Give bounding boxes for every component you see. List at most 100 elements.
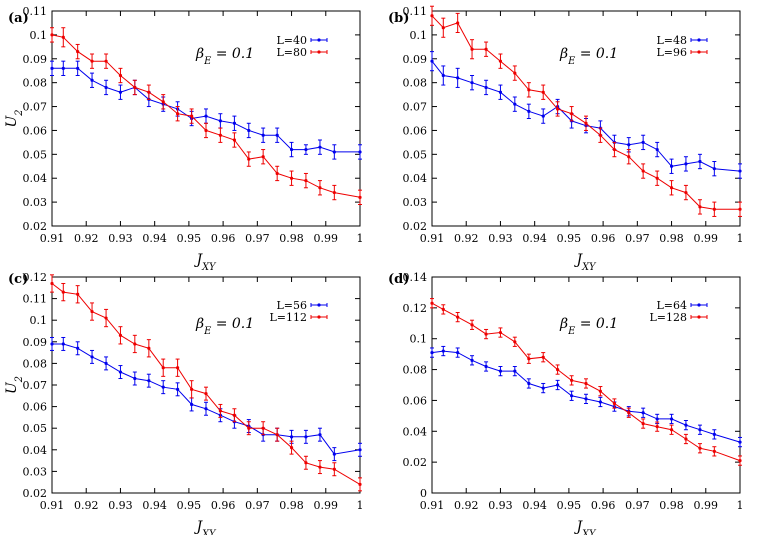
legend-label: L=56	[276, 299, 307, 312]
plot-frame	[51, 10, 361, 227]
data-point	[332, 150, 336, 154]
series-line	[431, 60, 741, 172]
data-point	[669, 428, 674, 432]
data-point	[104, 59, 108, 63]
series-line	[431, 350, 741, 443]
data-point	[175, 366, 180, 370]
data-point	[584, 381, 588, 386]
data-point	[232, 121, 237, 125]
data-point	[738, 459, 742, 463]
data-point	[684, 423, 688, 427]
data-point	[318, 186, 322, 190]
panel-label: (a)	[8, 11, 29, 26]
data-point	[318, 465, 322, 469]
x-tick-label: 0.98	[659, 499, 684, 512]
x-tick-label: 0.94	[142, 499, 167, 512]
y-tick-label: 0.03	[403, 196, 428, 209]
data-point	[738, 440, 742, 444]
data-point	[147, 346, 151, 350]
y-tick-label: 0.05	[23, 148, 48, 161]
data-point	[76, 66, 80, 70]
x-tick-label: 0.96	[591, 499, 616, 512]
data-point	[318, 145, 322, 149]
x-tick-label: 0.97	[625, 499, 650, 512]
y-tick-label: 0.07	[403, 101, 428, 114]
data-point	[232, 138, 237, 142]
beta-annotation: βE = 0.1	[559, 316, 618, 337]
data-point	[570, 378, 574, 382]
data-point	[332, 190, 336, 195]
x-tick-label: 0.95	[557, 499, 582, 512]
legend-label: L=40	[276, 34, 307, 47]
data-point	[133, 342, 137, 346]
x-tick-label: 0.97	[245, 499, 270, 512]
data-point	[484, 364, 488, 369]
beta-annotation: βE = 0.1	[195, 316, 254, 337]
data-point	[738, 207, 742, 211]
data-point	[641, 411, 645, 415]
x-axis-label: JXY	[193, 252, 217, 273]
y-tick-label: 0.03	[23, 196, 48, 209]
x-axis-label: JXY	[573, 519, 597, 535]
data-point	[430, 59, 434, 63]
data-point	[669, 417, 674, 421]
data-point	[275, 433, 279, 437]
series-l-40	[50, 60, 362, 160]
data-point	[498, 90, 503, 94]
y-tick-label: 0.08	[23, 77, 48, 90]
series-l-112	[50, 274, 362, 492]
data-point	[358, 482, 362, 486]
y-tick-label: 0.06	[403, 124, 428, 137]
data-point	[190, 387, 194, 391]
legend-marker	[317, 50, 321, 54]
data-point	[513, 71, 517, 75]
data-point	[50, 33, 54, 37]
data-point	[332, 452, 336, 456]
beta-annotation: βE = 0.1	[195, 46, 254, 67]
x-tick-label: 0.97	[245, 232, 270, 245]
data-point	[90, 309, 94, 314]
data-point	[190, 114, 194, 118]
data-point	[304, 179, 308, 183]
data-point	[484, 332, 488, 336]
data-point	[456, 76, 460, 80]
x-tick-label: 0.98	[659, 232, 684, 245]
data-point	[218, 133, 222, 137]
data-point	[218, 119, 222, 123]
data-point	[555, 107, 560, 111]
data-point	[441, 349, 445, 353]
data-point	[570, 112, 574, 116]
data-point	[90, 59, 94, 63]
y-tick-label: 0.1	[30, 314, 48, 327]
data-point	[247, 426, 251, 430]
data-point	[655, 417, 659, 421]
x-tick-label: 0.94	[522, 232, 547, 245]
legend-label: L=80	[276, 46, 307, 59]
data-point	[527, 381, 531, 386]
y-tick-label: 0.11	[403, 5, 428, 18]
data-point	[655, 147, 659, 152]
data-point	[641, 169, 645, 173]
data-point	[470, 81, 474, 85]
y-tick-label: 0.12	[403, 302, 428, 315]
data-point	[738, 169, 742, 173]
data-point	[513, 340, 517, 344]
plot-frame	[51, 276, 361, 494]
data-point	[247, 128, 251, 133]
y-tick-label: 0.03	[23, 465, 48, 478]
data-point	[61, 342, 65, 346]
data-point	[669, 186, 674, 190]
x-tick-label: 0.97	[625, 232, 650, 245]
data-point	[304, 147, 308, 152]
data-point	[712, 167, 716, 171]
data-point	[513, 369, 517, 373]
x-tick-label: 0.91	[40, 499, 65, 512]
data-point	[555, 367, 560, 372]
data-point	[598, 389, 602, 393]
data-point	[118, 73, 123, 78]
data-point	[289, 147, 294, 152]
y-tick-label: 0.08	[403, 77, 428, 90]
data-point	[555, 383, 560, 387]
x-tick-label: 0.94	[522, 499, 547, 512]
legend-marker	[317, 303, 321, 307]
